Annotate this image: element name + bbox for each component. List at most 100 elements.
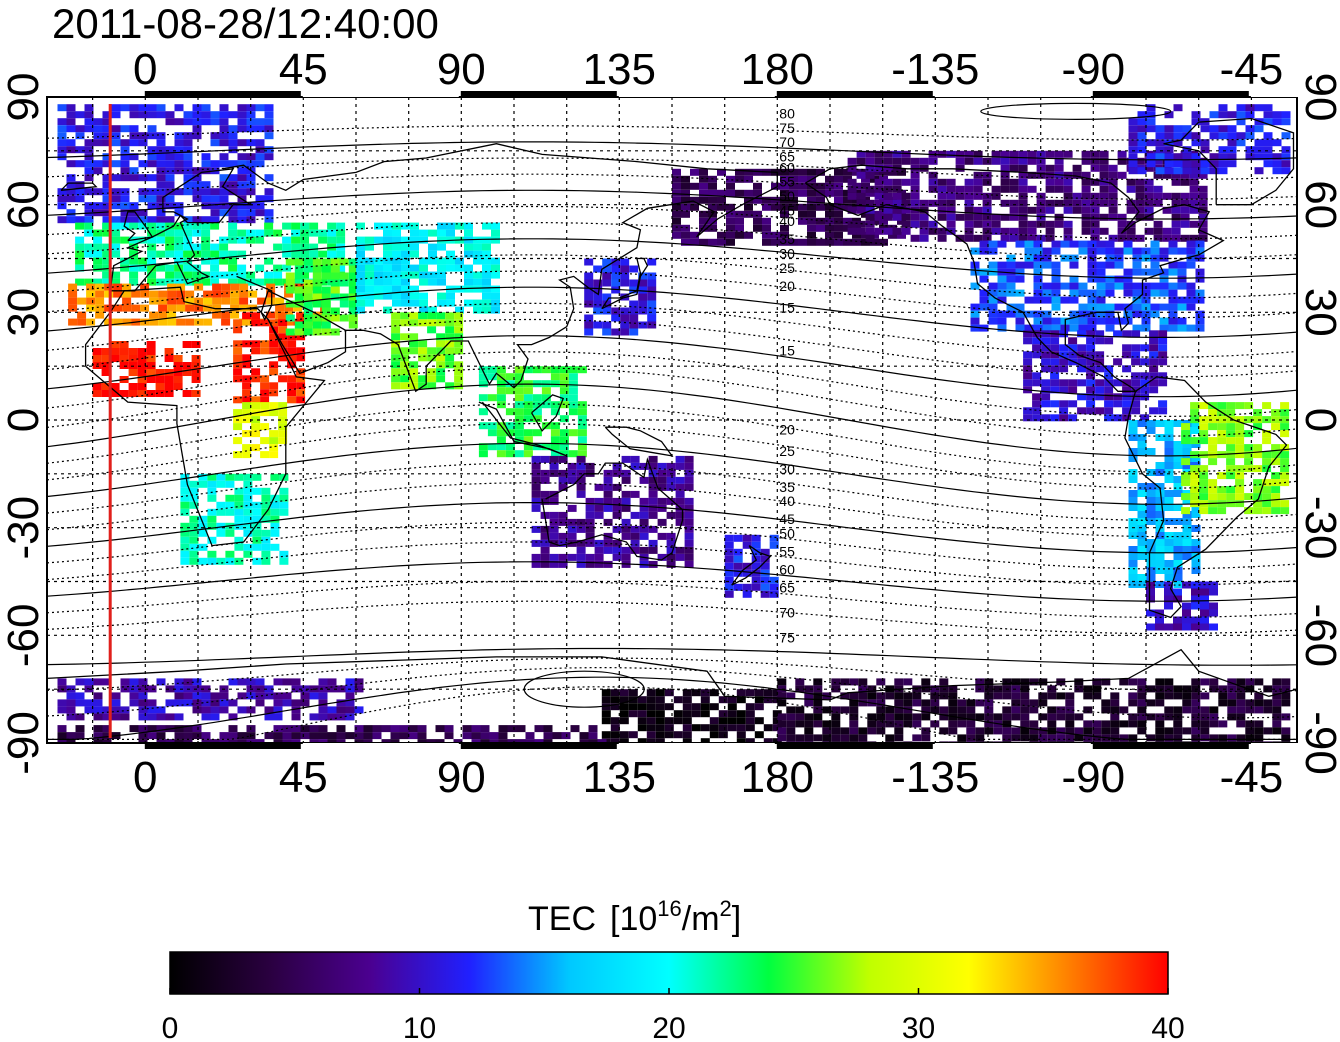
frame-segment: [934, 743, 1091, 749]
tec-cell: [1011, 713, 1021, 721]
tec-cell: [657, 469, 667, 477]
tec-cell: [309, 243, 319, 251]
tec-cell: [285, 272, 295, 280]
tec-cell: [165, 195, 175, 203]
tec-cell: [192, 229, 202, 237]
tec-cell: [1146, 420, 1156, 427]
tec-cell: [137, 383, 147, 390]
tec-cell: [1117, 150, 1127, 158]
tec-cell: [550, 380, 560, 388]
tec-cell: [1122, 379, 1132, 387]
tec-cell: [252, 508, 262, 516]
tec-cell: [464, 222, 473, 230]
tec-cell: [383, 229, 392, 237]
tec-cell: [1173, 574, 1183, 581]
tec-cell: [879, 217, 888, 225]
tec-cell: [558, 476, 568, 484]
tec-cell: [602, 321, 612, 329]
tec-cell: [454, 368, 464, 376]
tec-cell: [1253, 486, 1263, 494]
tec-cell: [655, 731, 665, 739]
tec-cell: [744, 203, 753, 211]
tec-cell: [93, 202, 103, 210]
tec-cell: [514, 450, 524, 458]
tec-cell: [664, 703, 674, 711]
tec-cell: [336, 739, 346, 743]
tec-cell: [964, 220, 974, 228]
tec-cell: [330, 286, 340, 294]
tec-cell: [831, 685, 841, 693]
tec-cell: [1244, 458, 1254, 466]
tec-cell: [233, 375, 243, 383]
tec-cell: [1195, 240, 1205, 248]
tec-cell: [255, 195, 265, 203]
tec-cell: [327, 706, 337, 714]
tec-cell: [1254, 720, 1264, 728]
tec-cell: [648, 539, 658, 547]
tec-cell: [1236, 699, 1246, 707]
tec-cell: [318, 739, 328, 743]
tec-cell: [1191, 546, 1201, 553]
tec-cell: [57, 216, 67, 224]
tec-cell: [390, 739, 400, 743]
tec-cell: [102, 209, 112, 217]
tec-cell: [111, 692, 121, 700]
tec-cell: [928, 185, 938, 193]
tec-cell: [1128, 720, 1138, 728]
tec-cell: [242, 382, 252, 390]
tec-cell: [629, 328, 639, 336]
tec-cell: [147, 160, 157, 168]
tec-cell: [1105, 247, 1115, 255]
tec-cell: [1072, 164, 1082, 172]
tec-cell: [874, 178, 884, 186]
tec-cell: [192, 706, 202, 714]
tec-cell: [147, 202, 157, 210]
tec-cell: [742, 541, 752, 549]
tec-cell: [318, 278, 328, 286]
tec-cell: [444, 725, 454, 733]
tec-cell: [1164, 455, 1174, 462]
tec-cell: [1189, 171, 1199, 179]
tec-cell: [354, 732, 364, 740]
tec-cell: [291, 739, 301, 743]
tec-cell: [266, 290, 276, 298]
tec-cell: [964, 234, 974, 242]
tec-cell: [1090, 178, 1100, 186]
tec-cell: [491, 264, 500, 272]
tec-cell: [167, 290, 177, 298]
contour-label: 20: [779, 278, 795, 294]
tec-cell: [252, 515, 262, 523]
tec-cell: [129, 264, 139, 272]
tec-cell: [982, 178, 992, 186]
tec-cell: [675, 476, 685, 484]
frame-segment: [1092, 743, 1249, 749]
tec-cell: [852, 231, 861, 239]
tec-cell: [1272, 678, 1282, 686]
tec-cell: [1208, 402, 1218, 410]
tec-cell: [207, 550, 217, 558]
tec-cell: [365, 278, 374, 286]
tec-cell: [997, 317, 1007, 325]
tec-cell: [192, 216, 202, 224]
tec-cell: [233, 326, 243, 334]
tec-cell: [182, 390, 192, 397]
tec-cell: [1180, 171, 1190, 179]
tec-cell: [568, 450, 578, 458]
tec-cell: [68, 283, 78, 291]
tec-cell: [1033, 289, 1043, 297]
tec-cell: [771, 182, 780, 190]
tec-cell: [255, 678, 265, 686]
colorbar-tick-label: 20: [652, 1012, 685, 1042]
tec-cell: [491, 285, 500, 293]
tec-cell: [201, 188, 211, 196]
tec-cell: [637, 724, 647, 732]
magnetic-contour: [47, 403, 1297, 473]
tec-cell: [66, 739, 76, 743]
tec-cell: [876, 678, 886, 686]
tec-cell: [111, 160, 121, 168]
tec-cell: [760, 548, 770, 556]
tec-cell: [894, 699, 904, 707]
tec-cell: [296, 375, 306, 383]
tec-cell: [1171, 171, 1181, 179]
tec-cell: [57, 188, 67, 196]
